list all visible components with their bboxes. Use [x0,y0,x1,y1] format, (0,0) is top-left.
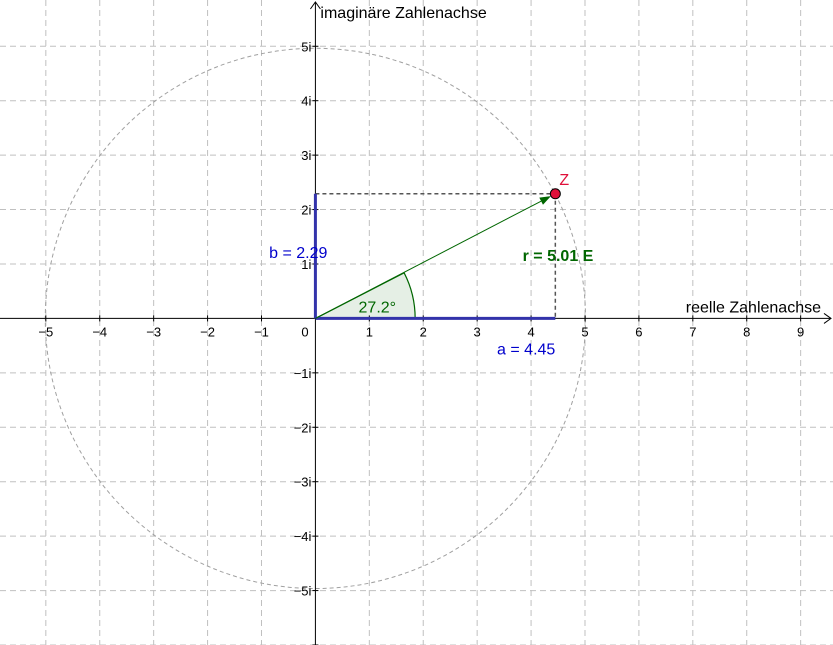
y-axis-arrow [310,1,321,10]
x-tick-label: 6 [635,324,642,339]
x-tick-label: 7 [689,324,696,339]
origin-label: 0 [301,324,308,339]
y-tick-label: −5i [294,584,312,599]
vector-arrowhead [539,196,551,205]
y-axis-title: imaginäre Zahlenachse [320,5,486,22]
y-tick-label: −1i [294,366,312,381]
x-tick-label: 8 [743,324,750,339]
y-tick-label: 4i [301,94,311,109]
angle-label: 27.2° [359,299,397,316]
y-tick-label: 1i [301,257,311,272]
point-z-label: Z [559,172,569,189]
x-tick-label: 1 [366,324,373,339]
y-tick-label: −3i [294,475,312,490]
real-part-label: a = 4.45 [497,341,555,358]
x-tick-label: −5 [38,324,53,339]
vector-to-z [315,200,542,319]
x-tick-label: −2 [200,324,215,339]
x-tick-label: 5 [581,324,588,339]
imaginary-part-label: b = 2.29 [269,245,327,262]
y-tick-label: 2i [301,203,311,218]
y-tick-label: −4i [294,529,312,544]
x-tick-label: 9 [797,324,804,339]
x-tick-label: −3 [146,324,161,339]
y-tick-label: 3i [301,148,311,163]
y-tick-label: 5i [301,39,311,54]
y-tick-label: −2i [294,420,312,435]
x-axis-title: reelle Zahlenachse [686,299,821,316]
x-axis-arrow [823,313,832,324]
x-tick-label: 3 [474,324,481,339]
point-z[interactable] [549,188,561,200]
x-tick-label: 2 [420,324,427,339]
tick-labels: −5 −4 −3 −2 −1 1 2 3 4 5 6 7 8 9 5i 4i 3i 2i 1i −1i −2i −3i −4… [38,39,804,645]
modulus-label: r = 5.01 E [523,248,594,265]
x-tick-label: 4 [527,324,534,339]
x-tick-label: −4 [92,324,107,339]
x-tick-label: −1 [254,324,269,339]
